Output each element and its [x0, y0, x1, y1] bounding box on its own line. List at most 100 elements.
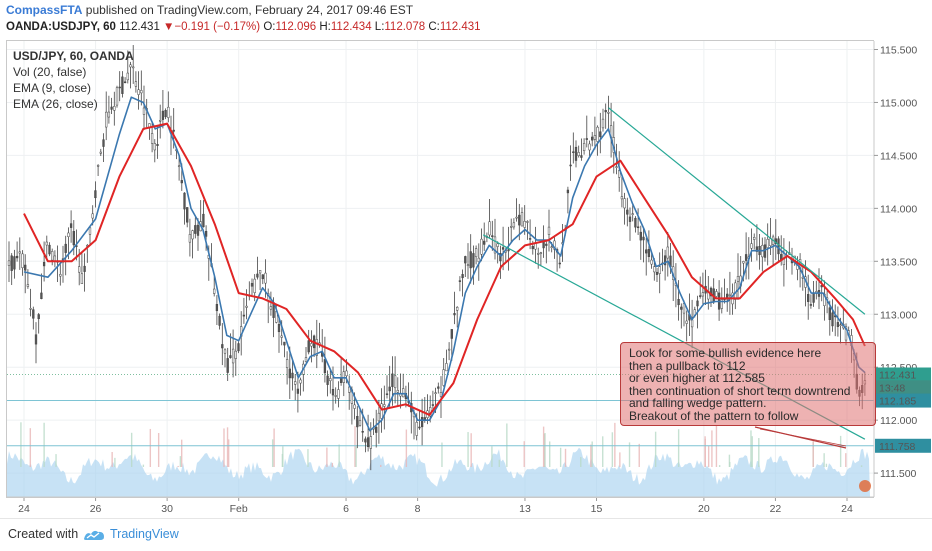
legend-ema-26[interactable]: EMA (26, close) [13, 97, 98, 111]
annotation-line: then continuation of short term downtren… [629, 383, 851, 398]
candle-body [102, 139, 105, 147]
candle-body [186, 207, 189, 223]
candle-body [13, 256, 16, 270]
candle-body [310, 343, 313, 347]
price-tick-label: 113.500 [880, 256, 917, 268]
time-tick-label: 26 [90, 503, 102, 515]
candle-body [253, 278, 256, 293]
candle-body [520, 212, 524, 227]
candle-body [385, 393, 389, 395]
candle-body [620, 196, 624, 200]
candle-body [537, 253, 540, 255]
candle-body [453, 313, 456, 316]
candle-body [715, 291, 718, 297]
author-name[interactable]: CompassFTA [6, 3, 83, 17]
tradingview-brand[interactable]: TradingView [110, 527, 179, 541]
candle-body [51, 251, 54, 261]
candle-body [844, 326, 848, 341]
price-axis-label-bg [875, 367, 931, 382]
time-tick-label: Feb [230, 503, 248, 515]
candle-body [572, 151, 575, 153]
legend-volume[interactable]: Vol (20, false) [13, 65, 87, 79]
candle-body [264, 272, 267, 284]
candle-body [539, 252, 543, 254]
candle-body [194, 225, 197, 234]
annotation-line: Look for some bullish evidence here [629, 346, 822, 360]
candle-body [215, 304, 219, 312]
close-value: 112.431 [439, 21, 481, 33]
candle-body [118, 86, 121, 89]
candle-body [593, 135, 597, 140]
candle-body [396, 390, 399, 393]
candle-body [512, 222, 516, 228]
open-value: 112.096 [275, 21, 317, 33]
candle-body [466, 264, 470, 267]
price-change: −0.191 (−0.17%) [174, 21, 261, 33]
candle-body [153, 143, 156, 151]
annotation-line: then a pullback to 112 [629, 358, 746, 373]
candle-body [839, 324, 842, 327]
time-tick-label: 6 [343, 503, 349, 515]
flag-icon [859, 480, 871, 492]
annotation-callout[interactable]: Look for some bullish evidence here then… [620, 342, 876, 426]
candle-body [348, 386, 351, 393]
candle-body [461, 274, 464, 279]
legend-ema-9[interactable]: EMA (9, close) [13, 81, 92, 95]
candle-body [40, 292, 43, 300]
candle-body [566, 189, 570, 194]
candle-body [480, 238, 483, 255]
candle-body [599, 131, 602, 138]
volume-area [7, 447, 870, 497]
candle-body [474, 248, 478, 258]
candle-body [766, 238, 769, 248]
price-axis-bg [874, 41, 932, 497]
candle-body [418, 426, 421, 429]
low-value: 112.078 [384, 21, 426, 33]
candle-body [361, 431, 364, 433]
candle-body [742, 261, 745, 264]
symbol-label: OANDA:USDJPY, 60 [6, 21, 116, 33]
candle-body [72, 231, 75, 246]
time-tick-label: 15 [591, 503, 603, 515]
candle-body [488, 221, 491, 236]
candle-body [134, 81, 138, 87]
candle-body [639, 231, 642, 241]
candle-body [420, 417, 424, 428]
time-tick-label: 8 [415, 503, 421, 515]
candle-body [283, 341, 286, 346]
candle-body [29, 308, 32, 310]
annotation-line: Breakout of the pattern to follow [629, 408, 799, 423]
candle-body [580, 155, 583, 158]
candle-body [634, 217, 637, 228]
candle-body [828, 307, 831, 321]
close-label: C: [428, 21, 440, 33]
candle-body [601, 118, 605, 129]
candle-body [364, 438, 367, 443]
candle-body [48, 244, 51, 255]
candle-body [258, 270, 262, 274]
candle-body [755, 246, 759, 252]
price-tick-label: 115.000 [880, 97, 917, 109]
time-tick-label: 22 [770, 503, 782, 515]
candle-body [167, 106, 170, 118]
time-tick-label: 24 [18, 503, 30, 515]
candle-body [582, 143, 586, 151]
candle-body [105, 111, 108, 128]
candle-body [653, 266, 656, 273]
candle-body [663, 255, 667, 266]
candle-body [623, 198, 626, 209]
candle-body [696, 300, 699, 307]
candle-body [402, 388, 405, 398]
candle-body [642, 236, 645, 241]
candle-body [213, 288, 216, 294]
ema-9-line [23, 96, 866, 432]
candle-body [315, 339, 318, 356]
candle-body [391, 373, 394, 387]
candle-body [458, 280, 462, 282]
legend-title[interactable]: USD/JPY, 60, OANDA [13, 49, 134, 63]
price-axis-label: 112.185 [879, 396, 916, 408]
candle-body [256, 273, 259, 278]
candle-body [269, 306, 273, 310]
candle-body [15, 255, 19, 259]
tradingview-logo-icon[interactable] [82, 527, 106, 548]
